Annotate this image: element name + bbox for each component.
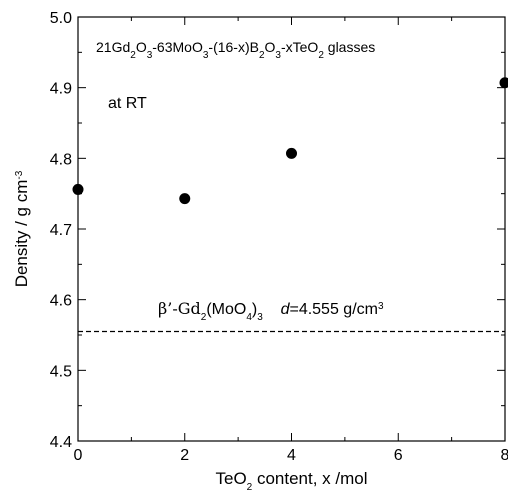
x-axis-title: TeO2 content, x /mol: [215, 469, 367, 491]
axes: [77, 16, 506, 442]
reference-line-group: β’-Gd2(MoO4)3 d=4.555 g/cm3: [78, 299, 505, 333]
y-tick-label: 4.5: [50, 363, 72, 380]
data-point: [286, 147, 297, 159]
label-spacer: [263, 301, 281, 318]
y-tick-label: 4.6: [50, 293, 72, 310]
condition-label: at RT: [108, 95, 147, 112]
reference-label: β’-Gd2(MoO4)3 d=4.555 g/cm3: [158, 299, 384, 323]
y-tick-label: 5.0: [50, 10, 72, 27]
x-tick-label: 6: [394, 447, 403, 464]
ticks: 0 2 4 6 8 4.4 4.5 4.6 4.7 4.8 4.9 5.0: [50, 10, 508, 464]
y-axis-title: Density / g cm-3: [12, 170, 31, 287]
data-point: [179, 193, 191, 205]
y-tick-label: 4.4: [50, 434, 72, 451]
x-tick-label: 0: [74, 447, 83, 464]
plot-frame: [77, 16, 506, 442]
x-tick-label: 4: [287, 447, 296, 464]
data-point: [72, 183, 84, 195]
y-tick-label: 4.9: [50, 81, 72, 98]
annotations: TeO2 content, x /mol Density / g cm-3 21Gd…: [12, 39, 375, 491]
x-tick-label: 8: [501, 447, 508, 464]
composition-label: 21Gd2O3-63MoO3-(16-x)B2O3-xTeO2 glasses: [96, 39, 375, 61]
y-tick-label: 4.7: [50, 222, 72, 239]
y-tick-label: 4.8: [50, 151, 72, 168]
data-point: [499, 77, 508, 89]
data-points: [72, 77, 508, 205]
x-tick-label: 2: [180, 447, 189, 464]
